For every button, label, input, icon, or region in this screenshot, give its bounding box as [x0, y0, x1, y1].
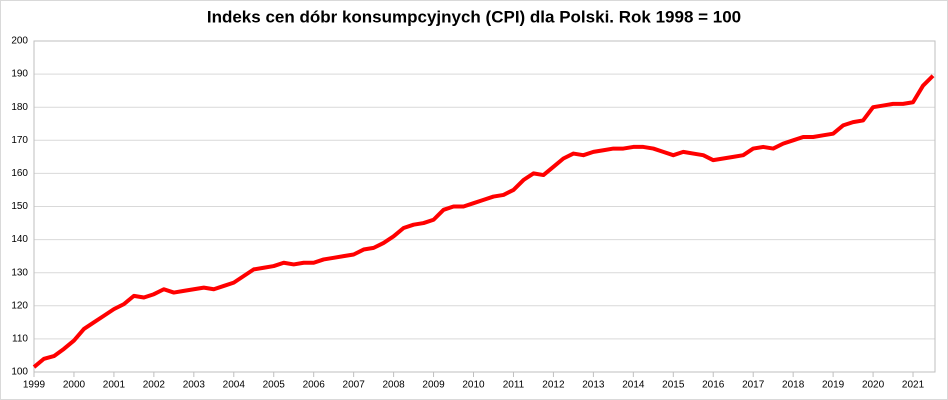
y-tick-label: 120 — [11, 300, 28, 311]
x-tick-label: 2012 — [542, 380, 565, 391]
x-tick-label: 2005 — [263, 380, 286, 391]
y-tick-label: 160 — [11, 168, 28, 179]
x-tick-label: 2003 — [183, 380, 206, 391]
x-tick-label: 2002 — [143, 380, 166, 391]
x-tick-label: 2015 — [662, 380, 685, 391]
x-tick-label: 2017 — [742, 380, 765, 391]
x-tick-label: 2010 — [462, 380, 485, 391]
x-tick-label: 2019 — [822, 380, 845, 391]
x-tick-label: 2004 — [223, 380, 246, 391]
x-tick-label: 2001 — [103, 380, 126, 391]
x-tick-label: 2007 — [343, 380, 366, 391]
x-tick-label: 2014 — [622, 380, 645, 391]
y-tick-label: 200 — [11, 36, 28, 47]
y-tick-label: 150 — [11, 201, 28, 212]
x-tick-label: 2009 — [422, 380, 445, 391]
y-tick-label: 130 — [11, 267, 28, 278]
plot-border — [33, 40, 936, 373]
x-tick-label: 2020 — [862, 380, 885, 391]
y-tick-label: 190 — [11, 69, 28, 80]
y-tick-label: 110 — [12, 334, 28, 345]
data-line — [32, 74, 935, 369]
x-tick-label: 2006 — [303, 380, 326, 391]
x-tick-label: 2018 — [782, 380, 805, 391]
y-tick-label: 100 — [11, 367, 28, 378]
x-tick-label: 2013 — [582, 380, 605, 391]
x-tick-label: 1999 — [23, 380, 46, 391]
y-tick-label: 140 — [11, 234, 28, 245]
x-tick-label: 2016 — [702, 380, 725, 391]
x-tick-label: 2008 — [382, 380, 405, 391]
chart-title: Indeks cen dóbr konsumpcyjnych (CPI) dla… — [207, 7, 741, 26]
y-tick-label: 170 — [11, 135, 28, 146]
x-tick-label: 2021 — [902, 380, 925, 391]
x-tick-label: 2000 — [63, 380, 86, 391]
x-tick-label: 2011 — [503, 380, 525, 391]
y-tick-label: 180 — [11, 102, 28, 113]
